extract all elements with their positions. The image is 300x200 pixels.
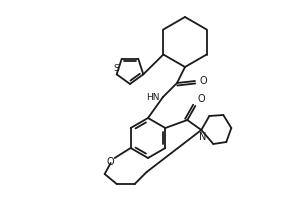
- Text: O: O: [197, 94, 205, 104]
- Text: S: S: [114, 64, 120, 73]
- Text: HN: HN: [146, 94, 160, 102]
- Text: O: O: [199, 76, 207, 86]
- Text: N: N: [199, 132, 206, 142]
- Text: O: O: [107, 157, 115, 167]
